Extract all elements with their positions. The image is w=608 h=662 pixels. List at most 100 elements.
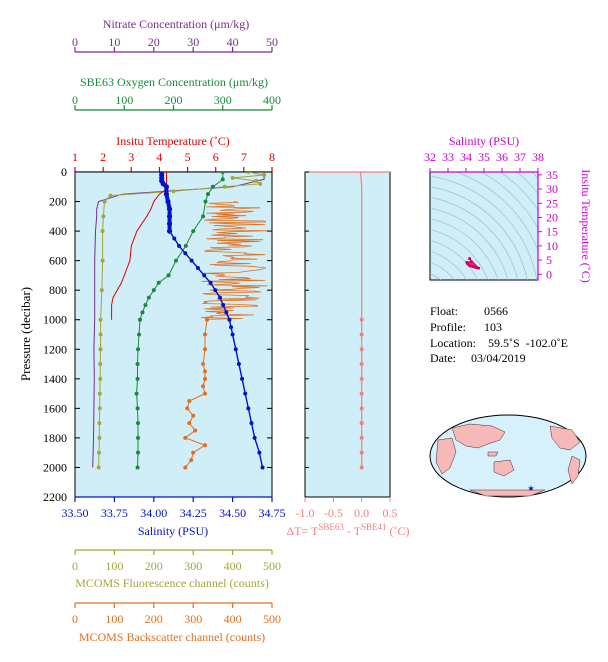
backscatter-point [189,458,194,463]
oxygen-axis: SBE63 Oxygen Concentration (μm/kg) 0 100 2… [72,75,281,111]
salinity-point [227,317,232,322]
pressure-axis-label: Pressure (decibar) [18,287,33,381]
ts-temperature-tick-label: 5 [546,253,552,267]
map-land [435,423,581,497]
oxygen-point [146,295,151,300]
salinity-point [236,362,241,367]
ts-temperature-tick-label: 10 [546,239,558,253]
pressure-tick-label: 1800 [43,431,67,445]
land-asia [451,423,506,449]
info-location-label: Location: [430,336,476,350]
salinity-point [208,280,213,285]
pressure-tick-label: 1600 [43,401,67,415]
float-location-marker: ★ [527,484,534,493]
oxygen-line [136,172,224,468]
oxygen-point [135,376,140,381]
pressure-tick-label: 1400 [43,372,67,386]
ts-temperature-tick-label: 30 [546,182,558,196]
salinity-point [249,421,254,426]
salinity-point [217,295,222,300]
oxygen-point [136,421,141,426]
temperature-axis-title: Insitu Temperature (˚C) [116,134,230,148]
ts-point [469,260,473,264]
salinity-point [189,258,194,263]
ts-temperature-label: Insitu Temperature (˚C) [579,169,593,283]
info-date: Date: 03/04/2019 [430,351,526,366]
salinity-point [224,310,229,315]
info-float-value: 0566 [484,304,508,318]
backscatter-tick-label: 0 [72,612,78,626]
oxygen-point [137,332,142,337]
fluorescence-point [98,317,103,322]
info-date-value: 03/04/2019 [471,351,526,365]
fluorescence-point [98,362,103,367]
fluorescence-tick-label: 500 [263,559,281,573]
info-profile-value: 103 [484,320,502,334]
backscatter-tick-label: 300 [184,612,202,626]
fluorescence-point [171,189,176,194]
ts-panel-background [429,171,539,281]
salinity-point [246,406,251,411]
deltat-point [359,435,364,440]
land-north-america [549,425,581,451]
deltat-point [359,317,364,322]
oxygen-point [143,302,148,307]
pressure-tick-label: 600 [49,254,67,268]
oxygen-point [151,288,156,293]
oxygen-tick-label: 200 [165,93,183,107]
oxygen-point [136,450,141,455]
salinity-tick-label: 34.25 [180,506,207,520]
salinity-point [243,391,248,396]
backscatter-tick-label: 400 [224,612,242,626]
salinity-tick-label: 34.50 [219,506,246,520]
oxygen-point [135,362,140,367]
oxygen-point [166,273,171,278]
salinity-tick-label: 34.00 [140,506,167,520]
oxygen-point [156,280,161,285]
salinity-point [172,236,177,241]
info-location: Location: 59.5˚S -102.0˚E [430,336,568,351]
profile-panel: 0 200 400 600 800 1000 1200 1400 1600 1800 2000 220… [18,165,286,538]
fluorescence-axis: 0 100 200 300 400 500 MCOMS Fluorescence chan… [72,549,281,590]
fluorescence-point [246,172,251,174]
nitrate-axis-title: Nitrate Concentration (μm/kg) [103,17,249,31]
backscatter-point [203,443,208,448]
land-africa [435,437,457,475]
ts-temperature-tick-label: 0 [546,267,552,281]
salinity-tick-label: 33.50 [62,506,89,520]
pressure-tick-label: 1200 [43,342,67,356]
oxygen-tick-label: 300 [214,93,232,107]
oxygen-point [136,347,141,352]
backscatter-tick-label: 500 [263,612,281,626]
salinity-point [233,347,238,352]
deltat-point [359,332,364,337]
fluorescence-point [97,406,102,411]
backscatter-point [203,332,208,337]
backscatter-point [187,421,192,426]
nitrate-tick-label: 10 [108,35,120,49]
backscatter-point [183,465,188,470]
salinity-point [202,273,207,278]
fluorescence-point [101,214,106,219]
backscatter-axis-title: MCOMS Backscatter channel (counts) [79,630,265,644]
salinity-surface-line [159,172,172,232]
backscatter-tick-label: 200 [145,612,163,626]
fluorescence-tick-label: 400 [224,559,242,573]
fluorescence-point [97,435,102,440]
oxygen-point [134,391,139,396]
info-profile: Profile: 103 [430,320,502,335]
ts-point [468,257,472,261]
deltat-label-b: - T [344,524,362,538]
info-profile-label: Profile: [430,320,466,334]
temperature-tick-label: 4 [156,150,162,164]
ts-salinity-tick-label: 34 [460,150,472,164]
temperature-tick-label: 6 [213,150,219,164]
temperature-tick-label: 1 [72,150,78,164]
nitrate-axis: Nitrate Concentration (μm/kg) 0 10 20 30 40 5… [72,17,278,53]
land-australia [493,459,515,477]
temperature-tick-label: 5 [185,150,191,164]
fluorescence-point [102,199,107,204]
oxygen-point [191,229,196,234]
backscatter-point [203,391,208,396]
salinity-point [260,465,265,470]
